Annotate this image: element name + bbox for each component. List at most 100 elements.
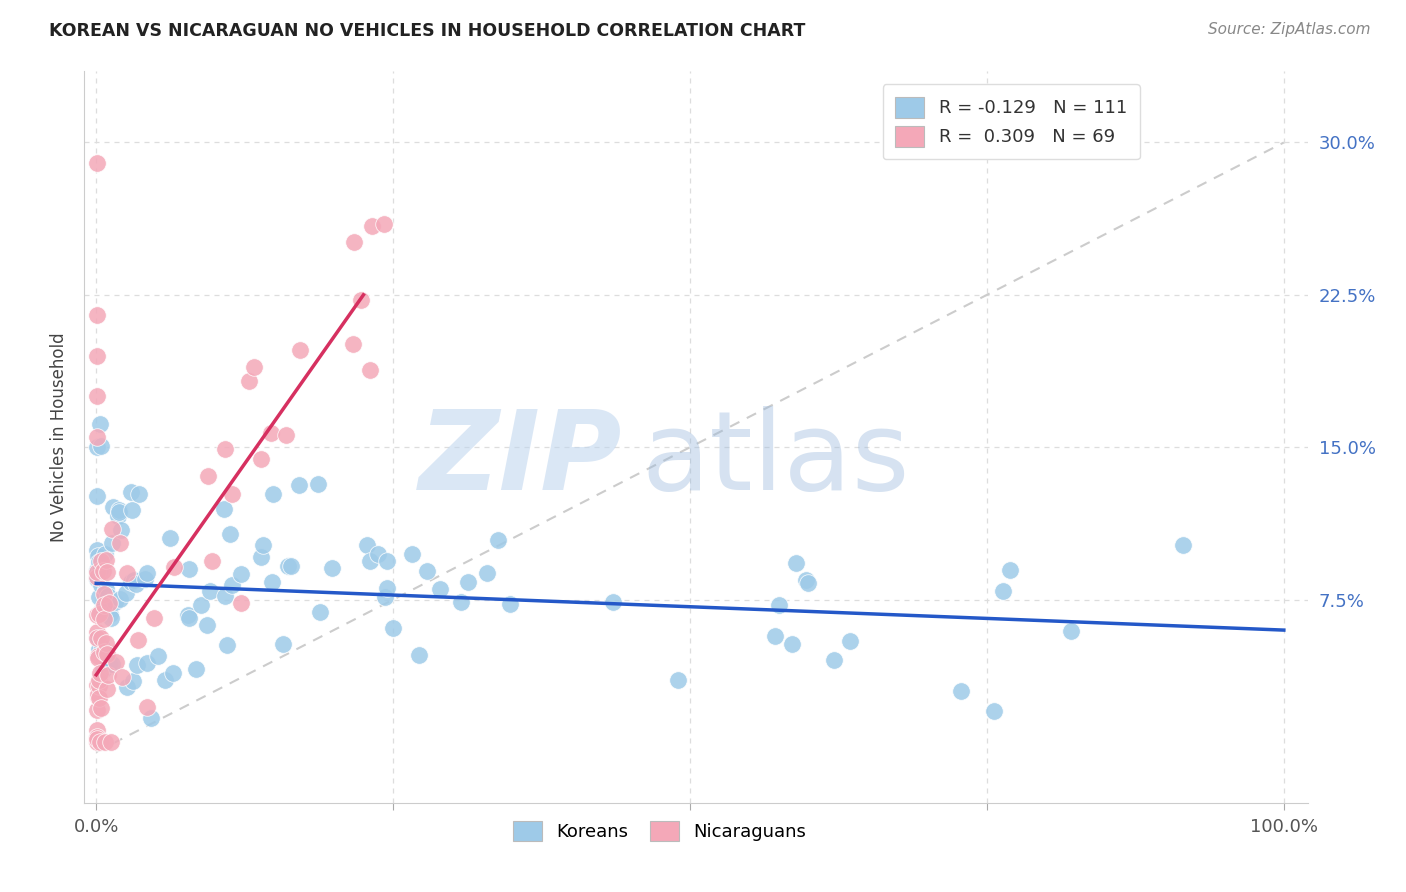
Point: [98, 603, 121, 617]
Point: [114, 586, 136, 600]
Point: [96, 582, 118, 596]
Point: [87, 642, 110, 657]
Point: [1060, 624, 1083, 639]
Point: [100, 610, 122, 624]
Point: [86, 570, 108, 584]
Point: [89, 735, 111, 749]
Point: [177, 608, 200, 623]
Point: [186, 662, 208, 676]
Point: [97, 589, 120, 603]
Point: [90, 631, 112, 645]
Point: [823, 653, 845, 667]
Point: [86, 677, 108, 691]
Point: [110, 591, 132, 606]
Point: [214, 442, 236, 456]
Point: [91, 564, 114, 578]
Point: [136, 656, 159, 670]
Point: [93, 605, 115, 619]
Point: [153, 673, 176, 688]
Point: [87, 690, 110, 705]
Point: [87, 679, 110, 693]
Point: [139, 711, 162, 725]
Point: [89, 555, 111, 569]
Point: [367, 547, 389, 561]
Point: [796, 573, 818, 587]
Point: [98, 596, 121, 610]
Point: [101, 500, 124, 515]
Point: [107, 503, 129, 517]
Point: [93, 598, 115, 612]
Point: [475, 566, 498, 580]
Point: [457, 575, 479, 590]
Point: [86, 723, 108, 737]
Point: [108, 536, 131, 550]
Point: [94, 636, 117, 650]
Point: [360, 219, 382, 234]
Point: [87, 650, 110, 665]
Point: [87, 607, 110, 621]
Point: [375, 554, 398, 568]
Point: [408, 648, 430, 663]
Point: [602, 595, 624, 609]
Point: [250, 549, 273, 564]
Point: [280, 558, 302, 573]
Point: [98, 594, 121, 608]
Text: Source: ZipAtlas.com: Source: ZipAtlas.com: [1208, 22, 1371, 37]
Point: [91, 663, 114, 677]
Point: [86, 349, 108, 363]
Point: [93, 612, 115, 626]
Point: [238, 375, 260, 389]
Point: [375, 581, 398, 595]
Point: [1171, 538, 1194, 552]
Point: [321, 561, 343, 575]
Point: [359, 554, 381, 568]
Point: [343, 235, 366, 249]
Point: [90, 439, 112, 453]
Point: [96, 647, 118, 661]
Point: [86, 735, 108, 749]
Point: [86, 308, 108, 322]
Point: [122, 673, 145, 688]
Point: [277, 559, 299, 574]
Point: [86, 430, 108, 444]
Point: [86, 630, 108, 644]
Point: [668, 673, 690, 687]
Point: [401, 547, 423, 561]
Point: [359, 363, 381, 377]
Point: [486, 533, 509, 548]
Point: [86, 389, 108, 403]
Point: [104, 595, 127, 609]
Point: [342, 336, 364, 351]
Point: [179, 562, 201, 576]
Point: [128, 487, 150, 501]
Point: [198, 584, 221, 599]
Point: [86, 489, 108, 503]
Point: [90, 640, 112, 655]
Point: [101, 657, 124, 671]
Point: [93, 645, 115, 659]
Point: [94, 547, 117, 561]
Point: [214, 589, 236, 603]
Point: [93, 735, 115, 749]
Point: [90, 700, 112, 714]
Point: [110, 670, 132, 684]
Point: [122, 574, 145, 588]
Point: [136, 699, 159, 714]
Point: [162, 665, 184, 680]
Point: [252, 538, 274, 552]
Point: [87, 591, 110, 605]
Point: [87, 549, 110, 563]
Text: KOREAN VS NICARAGUAN NO VEHICLES IN HOUSEHOLD CORRELATION CHART: KOREAN VS NICARAGUAN NO VEHICLES IN HOUS…: [49, 22, 806, 40]
Point: [86, 440, 108, 454]
Point: [120, 485, 142, 500]
Point: [271, 637, 294, 651]
Point: [107, 509, 129, 524]
Point: [86, 156, 108, 170]
Point: [87, 690, 110, 704]
Point: [350, 293, 373, 307]
Point: [983, 704, 1005, 718]
Point: [90, 554, 112, 568]
Point: [785, 556, 807, 570]
Text: atlas: atlas: [641, 406, 910, 513]
Point: [287, 478, 309, 492]
